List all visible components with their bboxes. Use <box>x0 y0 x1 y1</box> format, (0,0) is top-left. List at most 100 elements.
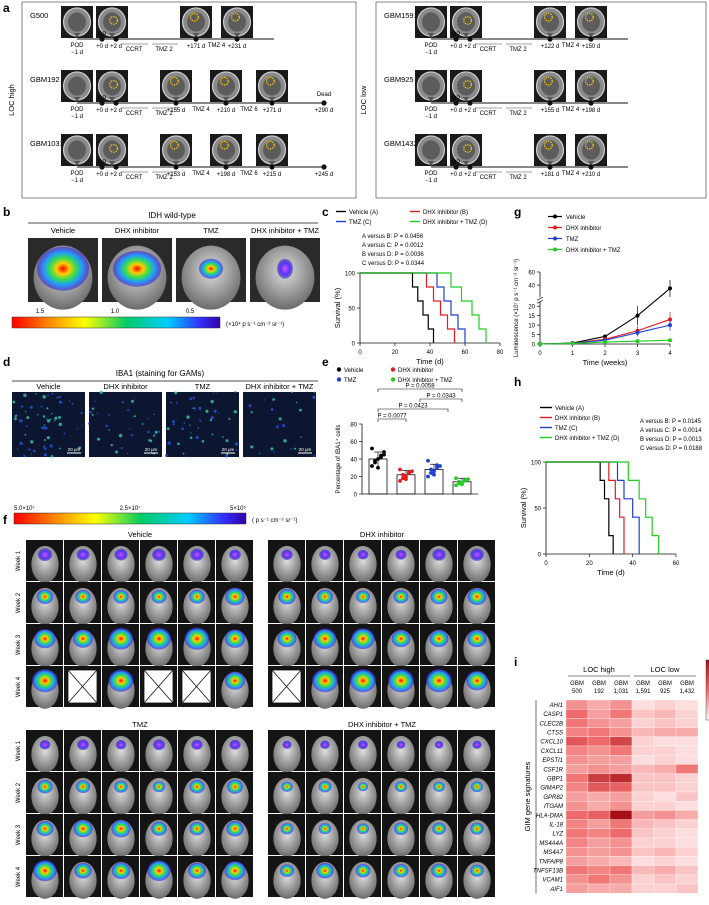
gene-label: AHI1 <box>549 703 563 709</box>
y-tick-label: 60 <box>528 271 535 277</box>
heatmap-cell <box>565 718 589 728</box>
stained-cell <box>250 445 254 449</box>
stained-cell <box>91 407 95 410</box>
panel-b-scale-unit: (×10⁴ p s⁻¹ cm⁻² sr⁻¹) <box>226 321 284 328</box>
mouse-silhouette <box>107 735 135 773</box>
tumor-outline <box>109 15 119 25</box>
mouse-silhouette <box>31 735 59 773</box>
timeline-dot <box>113 100 119 106</box>
mouse-silhouette <box>183 545 211 583</box>
stained-cell <box>47 394 49 397</box>
scan-marker <box>109 97 115 102</box>
heatmap-cell <box>609 874 633 885</box>
week-label: Week 4 <box>16 866 22 887</box>
tumor-outline <box>109 79 119 89</box>
heatmap-cell <box>565 755 589 765</box>
stained-cell <box>234 391 237 394</box>
stained-cell <box>189 436 193 440</box>
day-label: +2 d <box>464 44 476 50</box>
legend-swatch <box>390 377 396 382</box>
stained-cell <box>99 390 103 394</box>
tumor-outline <box>543 12 553 22</box>
stained-cell <box>26 416 30 420</box>
heatmap-cell <box>631 801 655 811</box>
stained-cell <box>141 423 144 425</box>
week-label: Week 4 <box>16 676 22 697</box>
panel-f-scale-tick: 2.5×10⁷ <box>120 505 141 512</box>
heatmap-cell <box>631 699 655 710</box>
mouse-silhouette <box>145 777 173 815</box>
legend-label: DHX inhibitor <box>566 226 601 232</box>
op-dot <box>453 36 459 42</box>
bioluminescence-signal <box>391 630 411 648</box>
heatmap-cell <box>653 883 677 894</box>
y-tick-label: 100 <box>531 461 542 467</box>
heatmap-cell <box>675 727 699 737</box>
stained-cell <box>94 400 96 403</box>
heatmap-cell <box>587 699 611 710</box>
gene-label: ITGAM <box>544 804 563 810</box>
heatmap-cell <box>609 773 633 783</box>
stained-cell <box>30 440 34 444</box>
legend-label: Vehicle <box>566 215 586 221</box>
gene-label: AIF1 <box>549 887 563 893</box>
heatmap-cell <box>675 709 699 719</box>
stained-cell <box>210 399 214 404</box>
bioluminescence-signal <box>318 780 332 793</box>
data-point <box>401 472 405 477</box>
bioluminescence-signal <box>319 549 331 560</box>
tmz-cycle-label: TMZ 4 <box>192 171 210 177</box>
y-tick-label: 60 <box>350 440 357 446</box>
day-label: +215 d <box>263 172 282 178</box>
pod-label: POD <box>424 43 438 49</box>
stained-cell <box>58 415 62 419</box>
x-tick-label: 40 <box>629 561 636 567</box>
day-label: +2 d <box>464 172 476 178</box>
pod-marker <box>428 33 434 38</box>
bioluminescence-signal <box>34 629 56 649</box>
timeline-dot <box>588 100 594 106</box>
x-tick-label: 0 <box>544 561 548 567</box>
mri-brain-inner <box>263 76 281 96</box>
x-tick-label: 60 <box>462 350 469 356</box>
pod-label: POD <box>424 171 438 177</box>
bioluminescence-signal <box>74 862 92 879</box>
stained-cell <box>59 447 62 450</box>
bioluminescence-signal <box>37 779 53 794</box>
heatmap-cell <box>565 810 589 820</box>
column-label: GBM <box>592 681 606 687</box>
bioluminescence-signal <box>226 820 244 837</box>
x-axis-label: Time (weeks) <box>583 358 628 367</box>
legend-label: DHX inhibitor + TMZ <box>566 248 621 254</box>
bioluminescence-signal <box>281 781 293 792</box>
day-label: +181 d <box>541 172 560 178</box>
stained-cell <box>211 433 214 436</box>
heatmap-cell <box>675 874 699 885</box>
mouse-silhouette <box>273 819 301 857</box>
op-label: OP <box>98 32 107 38</box>
stat-label: A versus B: P = 0.0145 <box>640 419 702 425</box>
heatmap-cell <box>631 755 655 765</box>
panel-label-d: d <box>3 355 10 369</box>
data-point <box>432 469 436 474</box>
y-tick-label: 0 <box>538 553 542 559</box>
heatmap-cell <box>631 810 655 820</box>
timeline-dot <box>113 164 119 170</box>
bioluminescence-signal <box>393 864 409 878</box>
scan-marker <box>463 97 469 102</box>
data-point <box>463 478 467 482</box>
significance-bracket <box>377 418 407 422</box>
tumor-outline <box>543 76 553 86</box>
ccrt-label: CCRT <box>480 111 497 117</box>
column-label: 1,031 <box>613 689 629 695</box>
heatmap-cell <box>587 865 611 875</box>
bioluminescence-signal <box>316 862 334 879</box>
bioluminescence-signal <box>108 627 134 650</box>
legend-swatch-dot <box>553 247 557 252</box>
stat-label: C versus D: P = 0.0188 <box>640 446 703 452</box>
stained-cell <box>49 444 53 448</box>
stained-cell <box>132 416 135 418</box>
op-dot <box>453 100 459 106</box>
heatmap-cell <box>565 745 589 756</box>
mouse-silhouette <box>183 735 211 773</box>
